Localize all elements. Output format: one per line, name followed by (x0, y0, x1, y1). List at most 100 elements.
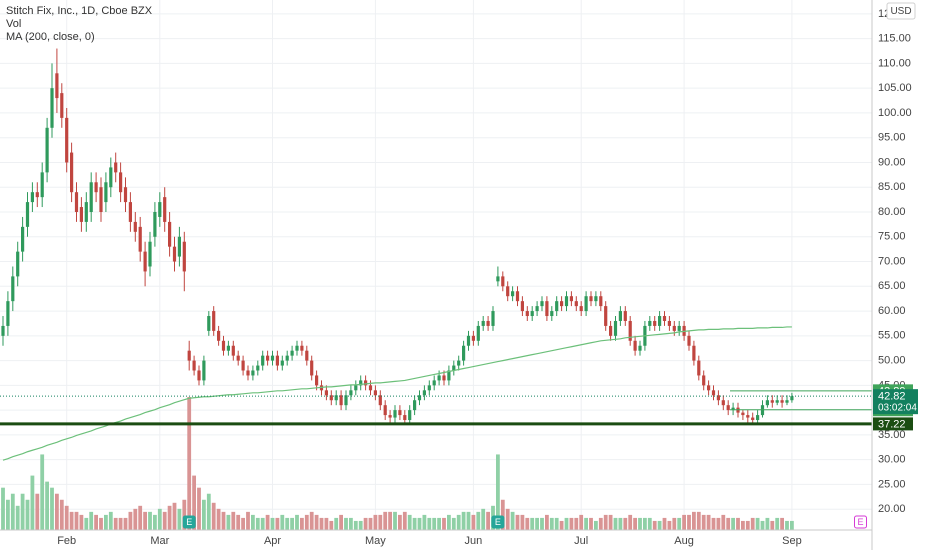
volume-bar (35, 493, 40, 530)
candle-body (354, 385, 358, 391)
candle-body (153, 212, 157, 237)
candle-body (226, 345, 230, 351)
y-tick-label: 35.00 (878, 429, 906, 441)
volume-bar (226, 514, 231, 530)
candle-body (280, 360, 284, 366)
volume-bar (736, 517, 740, 530)
volume-bar (540, 517, 544, 530)
candle-body (45, 127, 49, 173)
candle-body (114, 162, 118, 173)
volume-bar (731, 517, 735, 530)
candle-body (398, 410, 402, 416)
candle-body (466, 335, 471, 346)
volume-bar (241, 517, 245, 530)
volume-bar (211, 502, 216, 530)
candle-body (491, 311, 495, 326)
volume-bar (45, 481, 49, 530)
volume-bar (162, 511, 167, 530)
candle-body (574, 301, 578, 307)
candle-body (618, 311, 622, 321)
x-tick-label: Mar (150, 535, 169, 547)
volume-bar (564, 517, 569, 530)
candle-body (6, 301, 10, 326)
candle-body (1, 325, 5, 336)
volume-bar (726, 517, 731, 530)
volume-bar (589, 517, 593, 530)
candle-body (432, 380, 436, 386)
candle-body (403, 415, 407, 421)
candle-body (515, 291, 520, 302)
volume-bar (74, 511, 79, 530)
y-tick-label: 75.00 (878, 231, 906, 243)
candle-body (70, 152, 74, 193)
candle-body (579, 306, 583, 312)
volume-bar (716, 517, 721, 530)
volume-bar (652, 520, 657, 530)
volume-bar (104, 514, 108, 530)
volume-bar (285, 517, 290, 530)
volume-bar (344, 517, 348, 530)
volume-bar (148, 511, 152, 530)
volume-bar (422, 514, 427, 530)
candle-body (648, 320, 652, 326)
volume-bar (510, 511, 515, 530)
candle-body (393, 410, 397, 418)
volume-bar (55, 493, 59, 530)
candle-body (256, 365, 260, 371)
y-tick-label: 30.00 (878, 454, 906, 466)
earnings-label[interactable]: E (186, 517, 192, 527)
volume-bar (20, 493, 25, 530)
volume-bar (202, 499, 206, 530)
currency-box[interactable] (886, 2, 916, 20)
volume-bar (447, 514, 451, 530)
candle-body (726, 405, 730, 411)
volume-bar (246, 511, 250, 530)
volume-bar (692, 511, 696, 530)
volume-bar (398, 514, 402, 530)
candle-body (310, 360, 314, 376)
volume-bar (128, 511, 133, 530)
candle-body (707, 385, 711, 391)
candle-body (251, 370, 255, 376)
volume-bar (167, 505, 172, 530)
volume-bar (505, 508, 510, 530)
candle-body (731, 407, 735, 411)
volume-bar (260, 517, 265, 530)
candle-body (584, 296, 588, 312)
candle-body (300, 345, 304, 351)
earnings-marker (491, 515, 505, 529)
candle-body (623, 311, 627, 321)
candle-body (790, 396, 794, 401)
candle-body (158, 202, 162, 217)
volume-bar (407, 514, 412, 530)
chart-title: Stitch Fix, Inc., 1D, Cboe BZX (6, 5, 153, 17)
x-tick-label: Jul (574, 535, 588, 547)
candle-body (133, 221, 137, 232)
currency[interactable]: USD (890, 6, 911, 17)
volume-bar (64, 505, 69, 530)
candle-body (667, 320, 671, 326)
volume-bar (388, 511, 392, 530)
earnings-label[interactable]: E (857, 517, 863, 527)
volume-bar (182, 499, 187, 530)
y-tick-label: 105.00 (878, 82, 912, 94)
candle-body (609, 325, 613, 336)
earnings-label[interactable]: E (495, 517, 501, 527)
y-tick-label: 115.00 (878, 33, 911, 45)
volume-bar (579, 514, 584, 530)
volume-bar (496, 454, 500, 530)
volume-bar (687, 514, 691, 530)
volume-bar (456, 514, 461, 530)
volume-bar (177, 508, 182, 530)
volume-bar (40, 454, 45, 530)
volume-bar (760, 520, 765, 530)
candle-body (653, 320, 657, 326)
candle-body (388, 415, 392, 418)
candle-body (501, 276, 505, 287)
volume-bar (618, 517, 623, 530)
candle-body (457, 360, 461, 366)
volume-bar (118, 517, 123, 530)
volume-bar (143, 511, 147, 530)
volume-bar (108, 511, 113, 530)
